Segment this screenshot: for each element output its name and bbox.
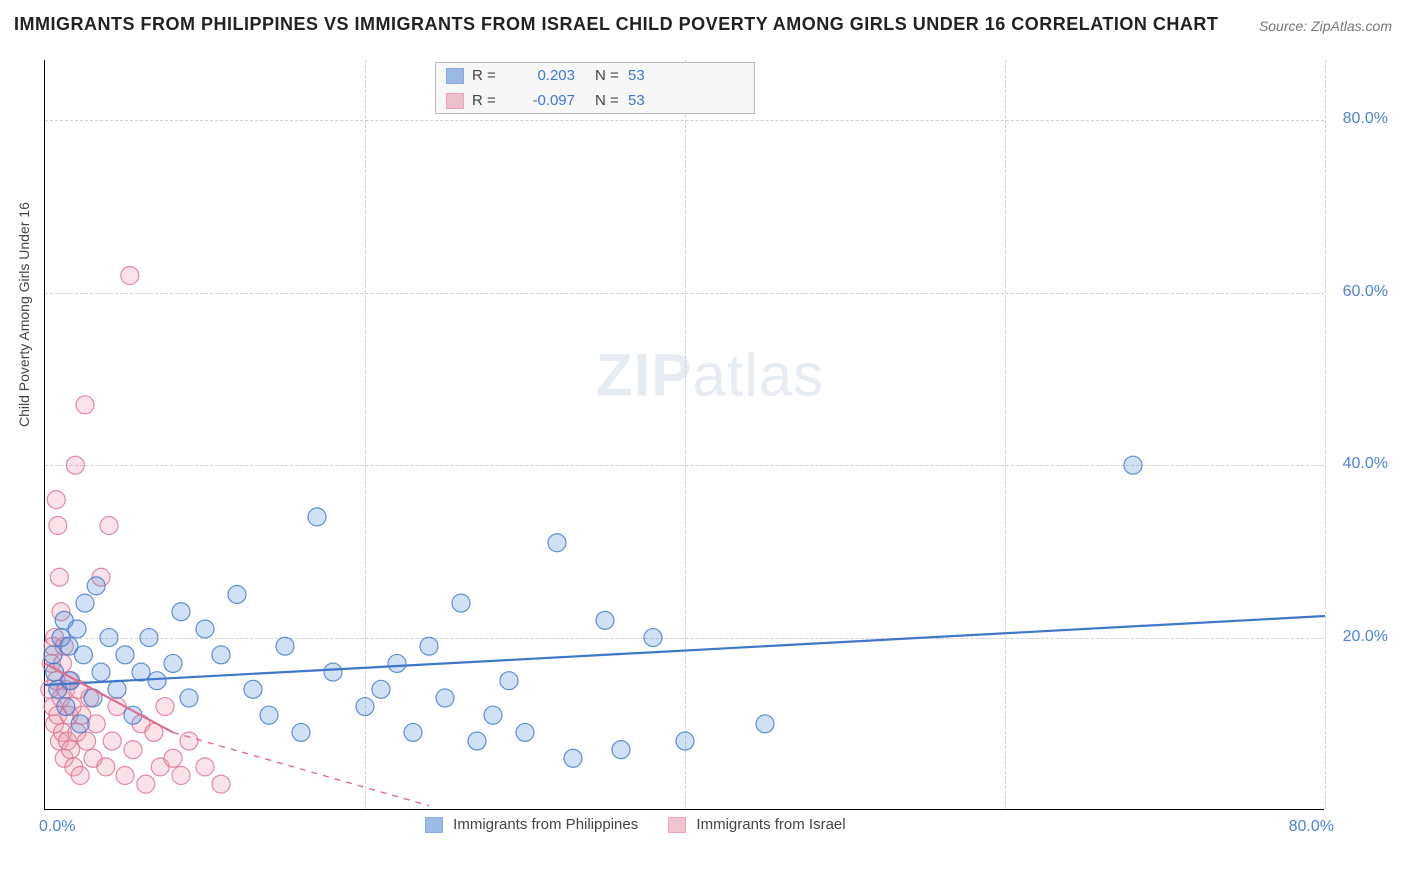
legend-item-israel: Immigrants from Israel: [668, 816, 845, 833]
swatch-israel-icon: [446, 93, 464, 109]
n-value-philippines: 53: [628, 67, 658, 84]
legend-series: Immigrants from Philippines Immigrants f…: [425, 816, 1125, 833]
legend-correlation: R = 0.203 N = 53 R = -0.097 N = 53: [435, 62, 755, 114]
n-label: N =: [595, 67, 620, 84]
swatch-israel-icon: [668, 817, 686, 833]
x-tick-start: 0.0%: [39, 818, 75, 836]
r-value-philippines: 0.203: [505, 67, 575, 84]
scatter-svg: [45, 60, 1325, 810]
n-label: N =: [595, 92, 620, 109]
series-name-israel: Immigrants from Israel: [696, 816, 845, 833]
x-tick-end: 80.0%: [1289, 818, 1334, 836]
plot-area: ZIPatlas R = 0.203 N = 53 R = -0.097 N =…: [44, 60, 1324, 810]
swatch-philippines-icon: [446, 68, 464, 84]
legend-row-philippines: R = 0.203 N = 53: [436, 63, 754, 88]
n-value-israel: 53: [628, 92, 658, 109]
series-name-philippines: Immigrants from Philippines: [453, 816, 638, 833]
y-axis-label: Child Poverty Among Girls Under 16: [16, 202, 32, 427]
swatch-philippines-icon: [425, 817, 443, 833]
source-label: Source: ZipAtlas.com: [1259, 18, 1392, 34]
chart-container: IMMIGRANTS FROM PHILIPPINES VS IMMIGRANT…: [0, 0, 1406, 892]
r-label: R =: [472, 67, 497, 84]
r-value-israel: -0.097: [505, 92, 575, 109]
r-label: R =: [472, 92, 497, 109]
legend-row-israel: R = -0.097 N = 53: [436, 88, 754, 113]
chart-title: IMMIGRANTS FROM PHILIPPINES VS IMMIGRANT…: [14, 14, 1218, 35]
legend-item-philippines: Immigrants from Philippines: [425, 816, 638, 833]
